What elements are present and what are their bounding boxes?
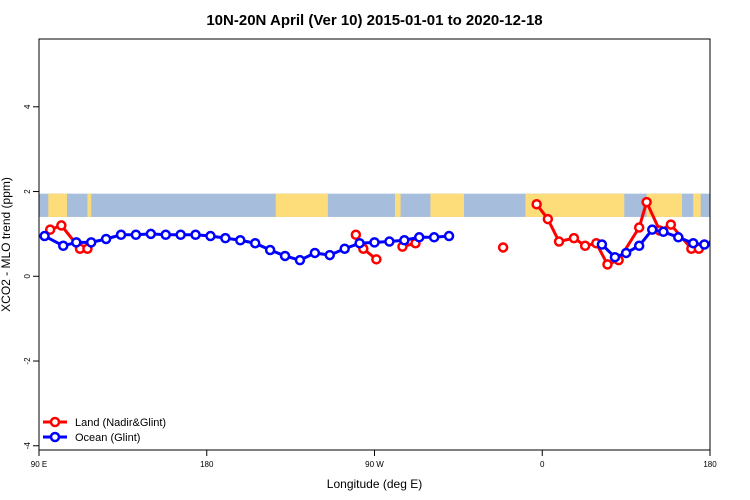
land-patch xyxy=(87,193,92,217)
data-point xyxy=(740,231,748,239)
data-point xyxy=(641,196,652,208)
data-point xyxy=(443,230,455,242)
data-point xyxy=(39,230,50,242)
data-point xyxy=(294,254,306,266)
land-patch xyxy=(275,193,328,217)
data-point xyxy=(71,237,82,248)
data-point xyxy=(602,259,613,270)
data-point xyxy=(665,219,677,230)
data-point xyxy=(324,249,336,261)
data-point xyxy=(160,229,171,241)
data-point xyxy=(115,229,127,241)
data-point xyxy=(56,220,67,231)
legend-label: Ocean (Glint) xyxy=(75,432,140,444)
data-point xyxy=(369,237,380,248)
data-point xyxy=(699,239,710,250)
data-point xyxy=(384,236,395,247)
legend-swatch-marker xyxy=(49,431,61,443)
data-point xyxy=(497,242,509,253)
data-point xyxy=(568,232,580,244)
data-point xyxy=(190,229,201,241)
data-point xyxy=(673,232,684,243)
y-tick-label: -2 xyxy=(23,357,32,365)
data-point xyxy=(596,239,608,250)
data-point xyxy=(646,224,658,235)
data-point xyxy=(542,213,554,225)
y-tick-label: 4 xyxy=(23,104,32,109)
data-point xyxy=(220,232,231,244)
data-point xyxy=(85,237,97,248)
data-point xyxy=(205,230,216,242)
y-tick-label: 0 xyxy=(23,274,32,279)
data-point xyxy=(579,240,591,252)
data-point xyxy=(725,234,733,242)
x-tick-label: 90 E xyxy=(31,460,47,469)
data-point xyxy=(371,254,382,265)
data-point xyxy=(531,198,542,210)
land-patch xyxy=(693,193,701,217)
data-point xyxy=(633,240,645,252)
data-point xyxy=(413,232,425,243)
land-patch xyxy=(395,193,401,217)
data-point xyxy=(145,228,157,240)
data-point xyxy=(708,239,710,247)
data-point xyxy=(687,237,699,249)
land-patch xyxy=(646,193,683,217)
x-axis-label: Longitude (deg E) xyxy=(327,477,422,491)
y-tick-label: 2 xyxy=(23,189,32,194)
data-point xyxy=(399,235,410,246)
data-point xyxy=(175,229,186,241)
data-point xyxy=(620,247,632,259)
land-patch xyxy=(430,193,464,217)
x-tick-label: 0 xyxy=(540,460,545,469)
data-point xyxy=(339,243,350,254)
land-patch xyxy=(48,193,67,217)
series-ocean xyxy=(39,224,748,266)
map-band xyxy=(39,193,710,217)
land-patch xyxy=(525,193,625,217)
chart-title: 10N-20N April (Ver 10) 2015-01-01 to 202… xyxy=(206,12,542,29)
data-point xyxy=(633,222,645,233)
series-line xyxy=(43,232,450,262)
legend-swatch-marker xyxy=(49,416,61,428)
x-tick-label: 90 W xyxy=(365,460,384,469)
legend-label: Land (Nadir&Glint) xyxy=(75,417,166,429)
data-point xyxy=(658,226,669,238)
data-point xyxy=(428,232,440,243)
data-point xyxy=(350,229,362,241)
y-tick-label: -4 xyxy=(23,442,32,450)
data-point xyxy=(279,250,291,262)
legend: Land (Nadir&Glint) Ocean (Glint) xyxy=(43,416,166,444)
x-tick-label: 180 xyxy=(200,460,214,469)
data-point xyxy=(354,237,365,249)
x-tick-label: 180 xyxy=(703,460,717,469)
data-point xyxy=(44,224,56,235)
data-point xyxy=(100,233,112,245)
data-point xyxy=(57,240,69,252)
data-point xyxy=(609,251,621,263)
data-point xyxy=(264,244,276,256)
data-point xyxy=(553,236,565,247)
y-axis-label: XCO2 - MLO trend (ppm) xyxy=(0,177,13,312)
series-group xyxy=(39,196,748,270)
data-point xyxy=(130,229,142,241)
data-point xyxy=(249,237,261,249)
data-point xyxy=(309,247,321,259)
series-line xyxy=(600,228,710,259)
data-point xyxy=(235,235,246,246)
